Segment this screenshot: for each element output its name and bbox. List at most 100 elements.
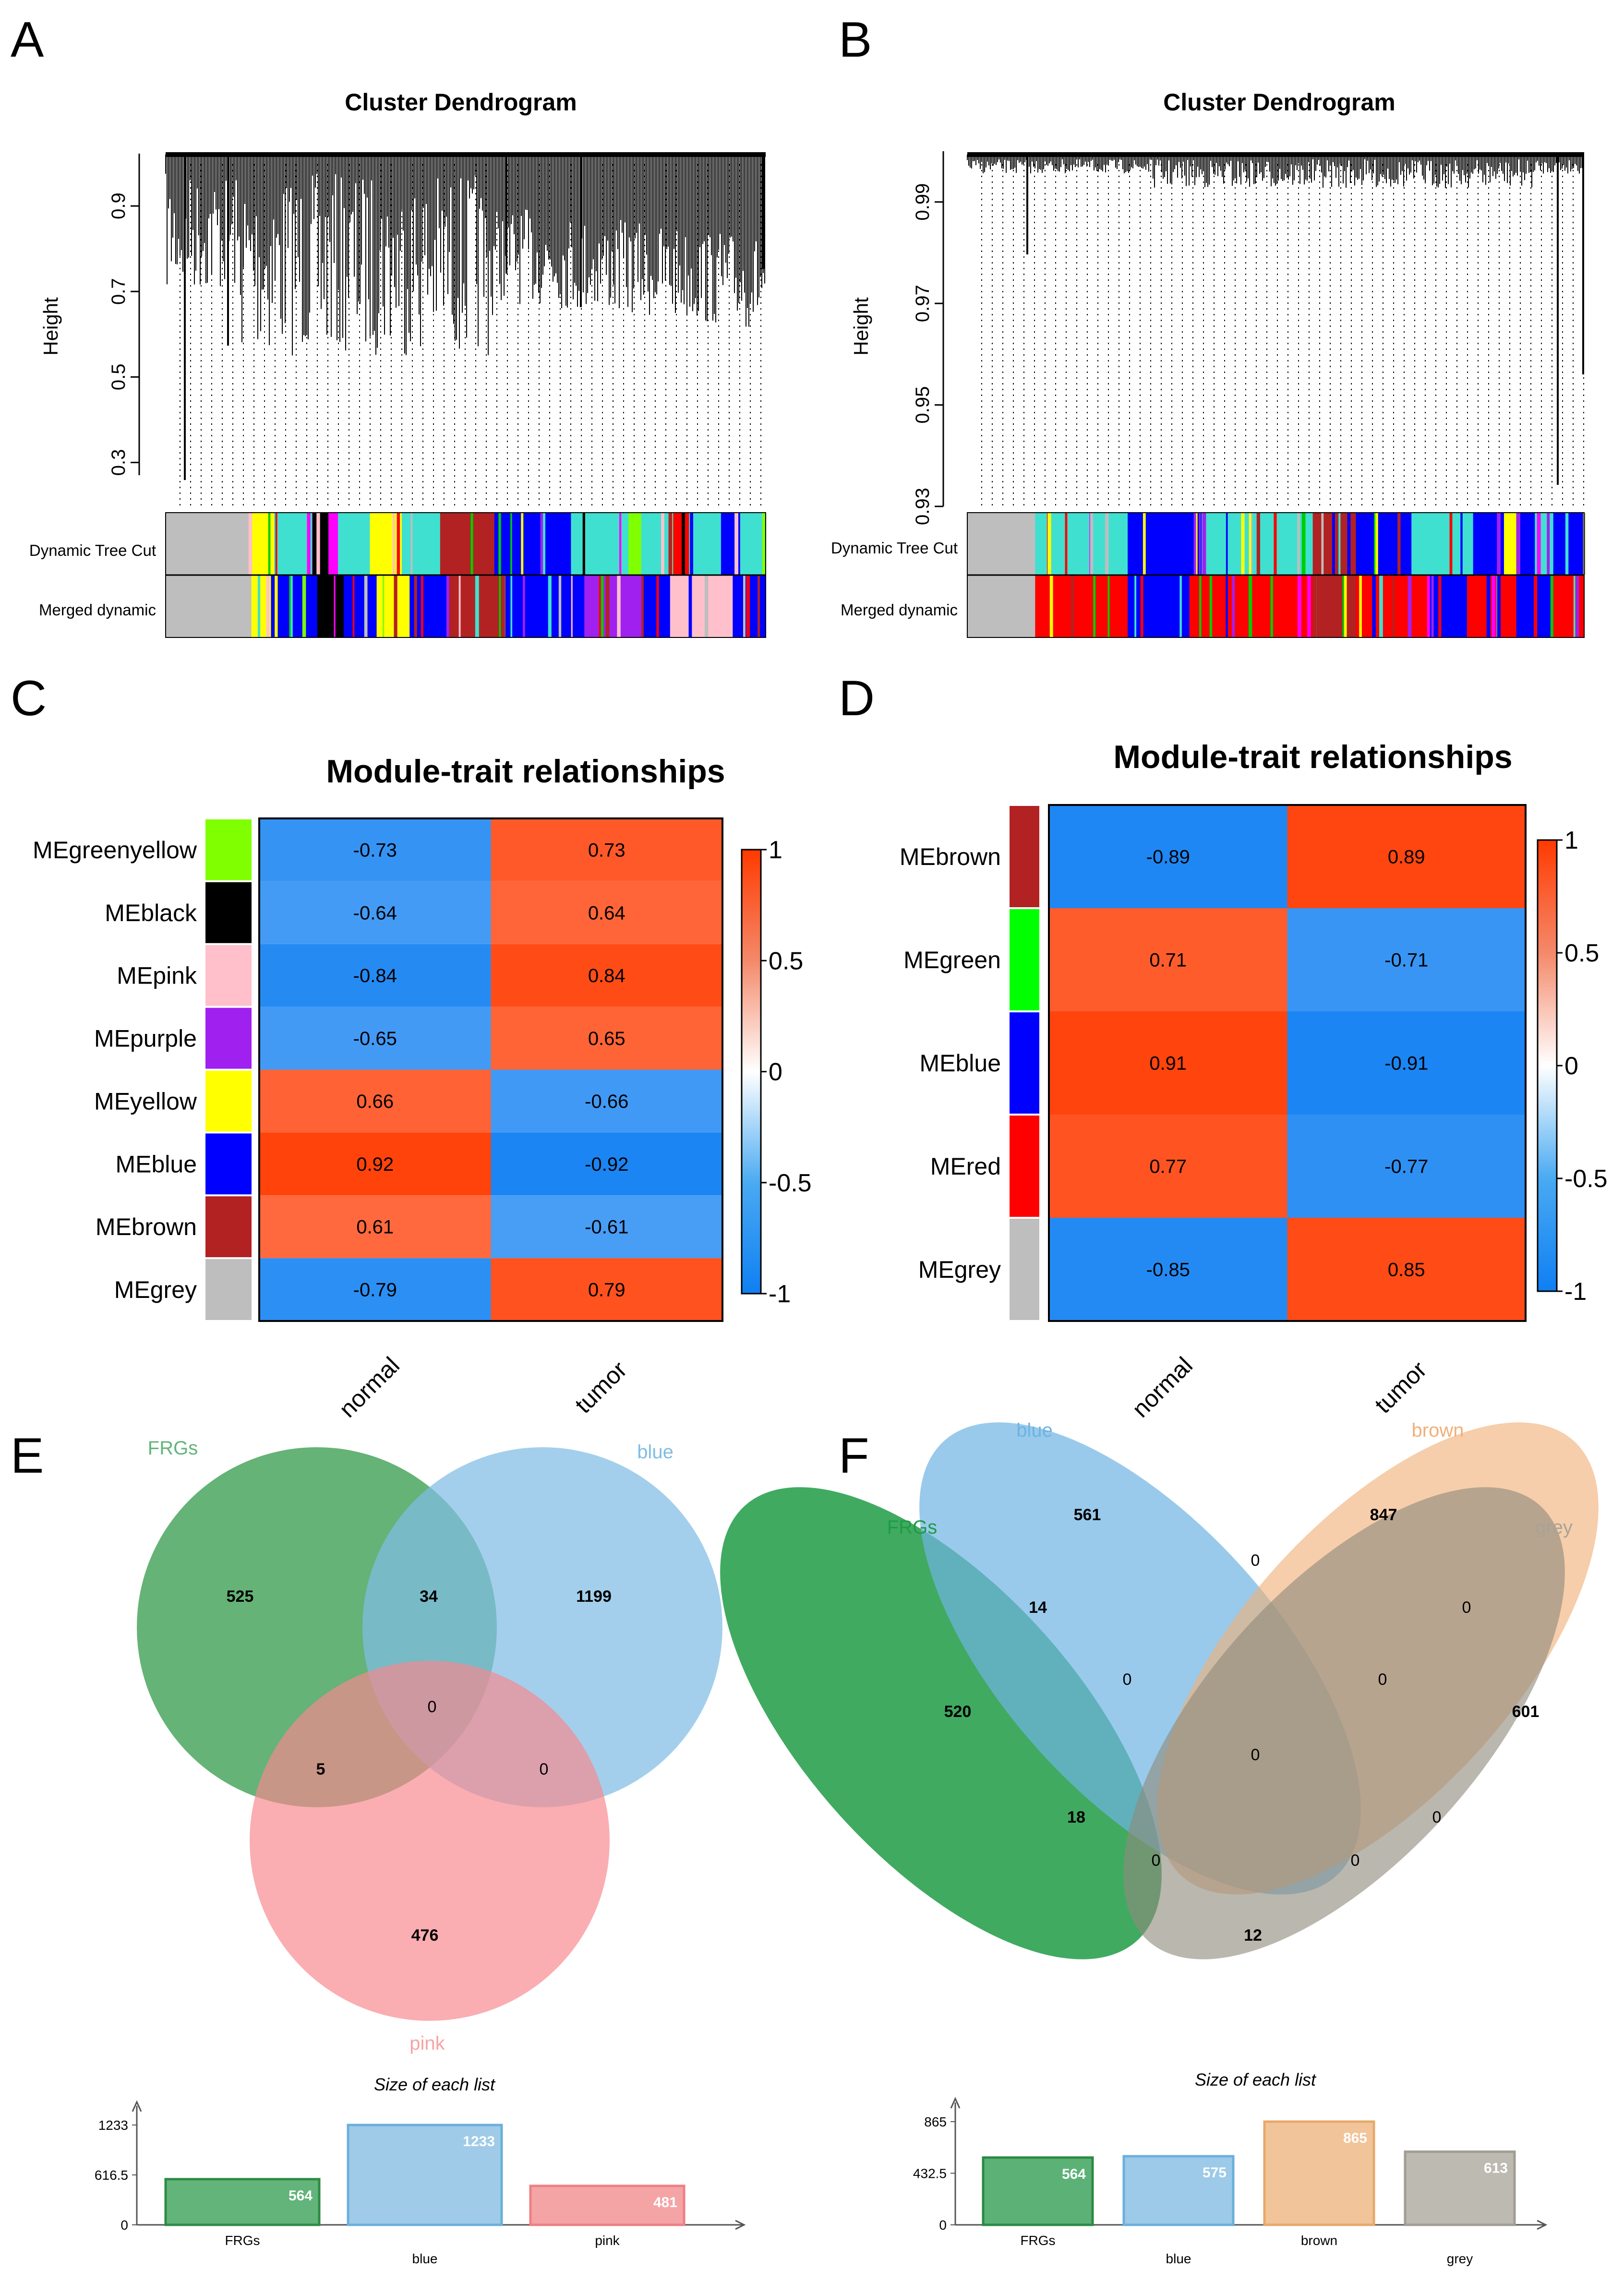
- venn-f-region-brown-grey: 0: [1462, 1598, 1471, 1617]
- c-cell: [259, 944, 491, 1007]
- a-module-segment: [584, 575, 644, 637]
- panel-d-cells: MEbrown -0.89 0.89 MEgreen 0.71 -0.71 MEblue 0.…: [900, 804, 1608, 1423]
- a-module-stripe: [394, 575, 397, 637]
- f-bar-blue: [1122, 2155, 1235, 2226]
- b-module-stripe: [1140, 575, 1143, 637]
- b-module-stripe: [1338, 513, 1341, 575]
- a-module-segment: [673, 513, 689, 575]
- a-module-segment: [343, 575, 377, 637]
- panel-c-cells: MEgreenyellow -0.73 0.73 MEblack -0.64 0.64 ME…: [33, 817, 812, 1423]
- c-legend-label: -0.5: [769, 1169, 812, 1197]
- b-module-stripe: [1134, 575, 1137, 637]
- d-legend-label: 1: [1564, 827, 1578, 854]
- c-cell: [259, 818, 491, 881]
- c-cell: [259, 881, 491, 944]
- f-bar-yaxis-arrow: [950, 2097, 961, 2109]
- f-bar-title: Size of each list: [1195, 2070, 1317, 2089]
- d-cell: [1049, 1115, 1287, 1218]
- venn-f-region-frgs-blue: 14: [1029, 1598, 1047, 1617]
- c-cell-value: 0.92: [356, 1154, 394, 1175]
- c-cell-value: -0.84: [353, 965, 397, 986]
- venn-e-label-blue: blue: [637, 1441, 674, 1463]
- a-module-stripe: [734, 513, 738, 575]
- a-module-stripe: [656, 575, 659, 637]
- venn-f-region-frgs-blue-grey: 0: [1351, 1851, 1360, 1870]
- b-module-stripe: [1307, 575, 1311, 637]
- c-row-label: MEgrey: [114, 1276, 197, 1303]
- a-module-stripe: [681, 513, 685, 575]
- panel-c-heatmap: Module-trait relationships MEgreenyellow…: [33, 753, 811, 1423]
- a-module-stripe: [605, 575, 610, 637]
- panel-a-yticks: 0.3 0.5 0.7 0.9: [108, 192, 139, 476]
- c-cell-value: -0.65: [353, 1028, 397, 1049]
- c-row-color-MEbrown: [205, 1196, 252, 1258]
- c-row-color-MEpurple: [205, 1008, 252, 1069]
- d-cell-value: 0.77: [1149, 1156, 1187, 1177]
- panel-letter-c: C: [11, 671, 47, 726]
- c-cell-value: 0.61: [356, 1217, 394, 1238]
- c-row-color-MEblue: [205, 1133, 252, 1195]
- a-module-stripe: [619, 513, 622, 575]
- b-module-stripe: [1226, 513, 1228, 575]
- venn-f-label-brown: brown: [1412, 1420, 1464, 1441]
- c-row-color-MEblack: [205, 882, 252, 943]
- venn-e-label-pink: pink: [409, 2033, 445, 2054]
- d-cell: [1287, 1011, 1526, 1115]
- e-bar-category: FRGs: [225, 2233, 260, 2248]
- c-cell: [491, 1069, 722, 1133]
- venn-e-region-frgs-pink: 5: [316, 1760, 325, 1778]
- venn-e-region-pink-only: 476: [411, 1926, 439, 1945]
- b-ytick-label: 0.97: [912, 285, 933, 322]
- a-module-stripe: [266, 575, 270, 637]
- b-module-stripe: [1202, 513, 1206, 575]
- d-cell-value: 0.91: [1149, 1053, 1187, 1074]
- panel-b-tree: [967, 152, 1584, 508]
- venn-f-region-blue-brown: 0: [1251, 1551, 1260, 1570]
- panel-letter-e: E: [11, 1428, 44, 1484]
- b-module-stripe: [1379, 575, 1383, 637]
- a-module-segment: [689, 513, 722, 575]
- a-module-stripe: [758, 575, 760, 637]
- c-cell: [259, 1258, 491, 1321]
- b-module-stripe: [1460, 513, 1463, 575]
- d-cell: [1049, 908, 1287, 1011]
- a-module-stripe: [510, 513, 512, 575]
- a-module-stripe: [352, 575, 355, 637]
- venn-f-region-blue-only: 561: [1074, 1506, 1101, 1524]
- c-row-label: MEblack: [105, 900, 197, 926]
- b-module-stripe: [1249, 513, 1251, 575]
- b-module-stripe: [1193, 513, 1196, 575]
- a-module-stripe: [617, 575, 621, 637]
- a-module-stripe: [558, 575, 562, 637]
- a-module-segment: [274, 513, 313, 575]
- d-row-color-MEblue: [1010, 1012, 1039, 1114]
- b-module-stripe: [1449, 513, 1453, 575]
- b-module-stripe: [1256, 513, 1261, 575]
- a-ytick-label: 0.7: [108, 278, 129, 305]
- b-module-stripe: [1274, 513, 1277, 575]
- e-bar-xaxis-arrow: [735, 2220, 746, 2230]
- c-row-label: MEgreenyellow: [33, 837, 197, 864]
- e-bar-category: blue: [412, 2251, 438, 2266]
- c-cell-value: 0.66: [356, 1091, 394, 1112]
- b-module-stripe: [1516, 513, 1520, 575]
- b-module-segment: [1430, 575, 1468, 637]
- a-module-stripe: [275, 513, 277, 575]
- c-row-label: MEblue: [115, 1151, 197, 1177]
- panel-e-size-bars: Size of each list 1233 616.5 0 564 FRGs 1233 bl…: [95, 2075, 746, 2266]
- c-cell: [259, 1007, 491, 1070]
- a-module-segment: [402, 513, 441, 575]
- panel-a-title: Cluster Dendrogram: [345, 89, 577, 116]
- a-module-segment: [641, 513, 674, 575]
- d-cell-value: -0.89: [1146, 847, 1190, 868]
- a-module-stripe: [543, 513, 546, 575]
- f-bar-ytick-label: 432.5: [913, 2166, 947, 2181]
- b-module-stripe: [1537, 513, 1541, 575]
- f-bar-ytick-label: 865: [924, 2114, 947, 2129]
- b-module-stripe: [1232, 575, 1235, 637]
- a-module-stripe: [599, 575, 602, 637]
- f-bar-FRGs: [982, 2156, 1094, 2226]
- panel-a-row-label-dynamic: Dynamic Tree Cut: [29, 541, 156, 559]
- d-cell-value: 0.71: [1149, 950, 1187, 971]
- a-module-stripe: [704, 575, 709, 637]
